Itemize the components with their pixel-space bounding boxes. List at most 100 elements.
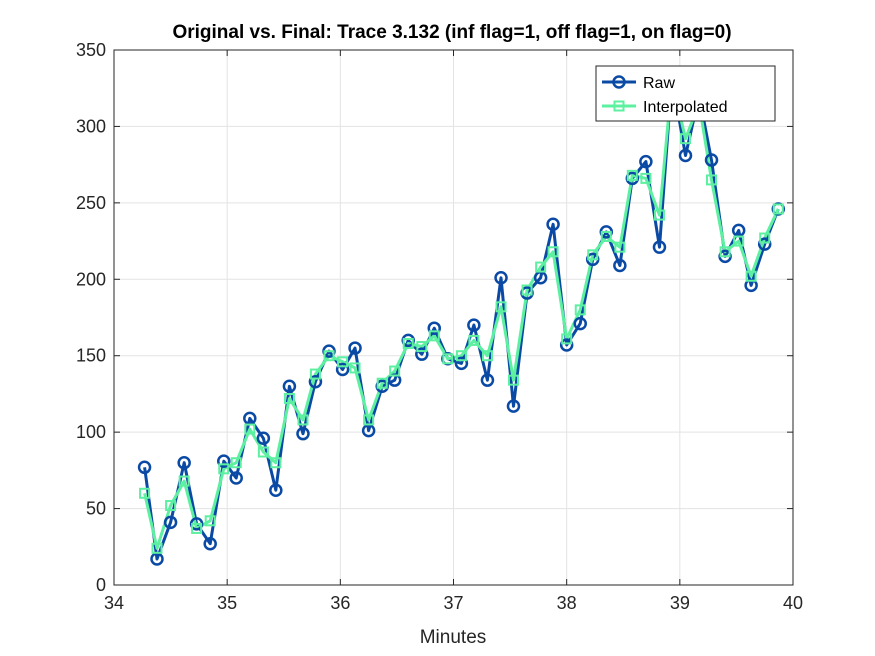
raw-point — [678, 148, 693, 163]
raw-point — [559, 338, 574, 352]
interpolated-point — [442, 353, 454, 365]
raw-point — [573, 316, 587, 331]
interpolated-point — [587, 249, 599, 261]
raw-point — [348, 341, 362, 355]
interpolated-point — [283, 393, 295, 405]
interpolated-point — [218, 463, 230, 475]
x-tick-label: 36 — [330, 593, 350, 613]
raw-point — [652, 240, 667, 254]
interpolated-point — [653, 209, 665, 221]
interpolated-point — [614, 241, 626, 253]
interpolated-point — [535, 261, 547, 273]
y-tick-label: 250 — [76, 193, 106, 213]
interpolated-point — [772, 203, 784, 215]
y-tick-label: 200 — [76, 269, 106, 289]
x-axis-label: Minutes — [420, 627, 487, 648]
interpolated-point — [495, 301, 507, 313]
interpolated-point — [257, 446, 269, 458]
interpolated-point — [468, 334, 480, 346]
interpolated-point — [204, 515, 216, 527]
raw-point — [217, 454, 231, 468]
x-tick-label: 38 — [557, 593, 577, 613]
raw-point — [282, 379, 297, 394]
y-tick-label: 300 — [76, 116, 106, 136]
raw-point — [256, 431, 271, 446]
interpolated-point — [759, 232, 771, 244]
chart-title: Original vs. Final: Trace 3.132 (inf fla… — [172, 22, 731, 43]
raw-point — [613, 258, 627, 273]
interpolated-point — [574, 304, 586, 316]
interpolated-point — [270, 457, 282, 469]
legend-marker — [612, 75, 626, 89]
interpolated-point — [507, 374, 519, 386]
interpolated-point — [600, 230, 612, 242]
interpolated-point — [244, 423, 256, 435]
interpolated-point — [745, 270, 757, 282]
interpolated-point — [230, 457, 242, 469]
interpolated-point — [733, 235, 745, 247]
series-markers — [137, 70, 786, 566]
interpolated-point — [349, 362, 361, 374]
interpolated-point — [363, 414, 375, 426]
x-tick-label: 34 — [104, 593, 124, 613]
x-tick-label: 35 — [217, 593, 237, 613]
x-tick-label: 40 — [783, 593, 803, 613]
legend-marker — [613, 100, 625, 112]
interpolated-point — [719, 246, 731, 258]
x-tick-label: 37 — [443, 593, 463, 613]
interpolated-point — [679, 133, 691, 145]
interpolated-point — [151, 542, 163, 554]
axis-ticks: 34 35 36 37 38 39 40 0 50 100 150 200 250 300 350 — [76, 40, 803, 613]
interpolated-point — [481, 350, 493, 362]
legend: Raw Interpolated — [595, 65, 776, 122]
interpolated-point — [521, 284, 533, 296]
raw-point — [203, 536, 217, 551]
interpolated-point — [139, 487, 151, 499]
y-tick-label: 350 — [76, 40, 106, 60]
interpolated-point — [640, 172, 652, 184]
interpolated-point — [165, 500, 177, 512]
y-tick-label: 150 — [76, 346, 106, 366]
legend-label: Raw — [643, 75, 675, 92]
raw-point — [546, 217, 560, 232]
raw-point — [494, 271, 508, 285]
interpolated-point — [561, 333, 573, 345]
raw-point — [163, 515, 178, 530]
interpolated-point — [323, 350, 335, 362]
interpolated-point — [428, 330, 440, 342]
raw-point — [704, 153, 719, 167]
legend-box — [595, 65, 776, 122]
interpolated-point — [297, 414, 309, 426]
interpolated-point — [191, 522, 203, 534]
raw-point — [335, 362, 350, 377]
interpolated-point — [402, 337, 414, 349]
x-tick-label: 39 — [670, 593, 690, 613]
raw-point — [757, 237, 772, 251]
raw-point — [454, 356, 469, 371]
raw-point — [177, 455, 191, 470]
raw-point — [137, 460, 152, 475]
raw-point — [415, 347, 429, 361]
raw-point — [480, 373, 495, 387]
raw-point — [506, 399, 521, 413]
legend-label: Interpolated — [643, 99, 728, 116]
interpolated-point — [455, 350, 467, 362]
interpolated-point — [376, 377, 388, 389]
raw-point — [639, 154, 653, 169]
interpolated-point — [337, 356, 349, 368]
interpolated-point — [706, 174, 718, 186]
y-tick-label: 50 — [86, 499, 106, 519]
raw-point — [229, 471, 243, 485]
interpolated-point — [626, 169, 638, 181]
interpolated-point — [389, 365, 401, 377]
interpolated-point — [309, 368, 321, 380]
raw-point — [467, 318, 481, 332]
y-tick-label: 100 — [76, 422, 106, 442]
raw-point — [269, 483, 283, 497]
raw-point — [427, 321, 442, 335]
interpolated-point — [547, 246, 559, 258]
y-tick-label: 0 — [96, 575, 106, 595]
raw-point — [308, 374, 323, 389]
interpolated-point — [416, 341, 428, 353]
